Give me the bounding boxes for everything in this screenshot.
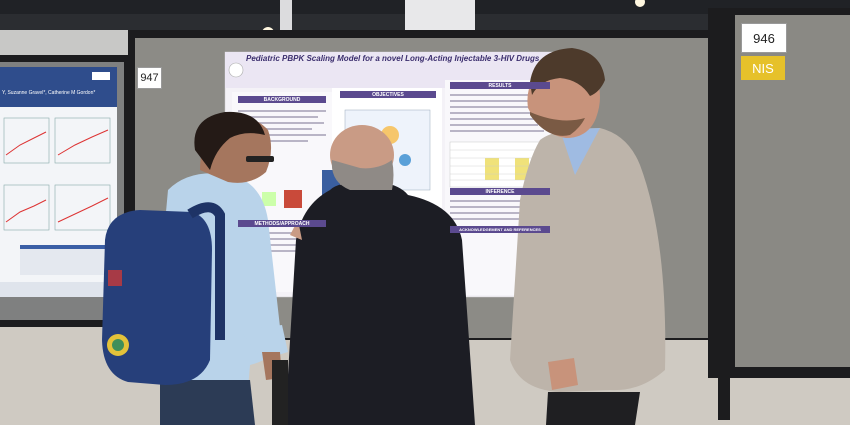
poster-title: Pediatric PBPK Scaling Model for a novel…	[246, 54, 542, 63]
section-acknowledgement: ACKNOWLEDGEMENT AND REFERENCES	[450, 226, 550, 233]
section-results: RESULTS	[450, 82, 550, 89]
booth-number-947: 947	[137, 67, 162, 89]
section-background: BACKGROUND	[238, 96, 326, 103]
left-poster-authors: Y, Suzanne Gravel*, Catherine M Gordon*	[2, 90, 96, 96]
backpack	[102, 202, 225, 385]
person-center	[272, 125, 475, 425]
section-inference: INFERENCE	[450, 188, 550, 195]
booth-number-946: 946	[741, 23, 787, 53]
ceiling-light	[635, 0, 645, 7]
section-methods: METHODS/APPROACH	[238, 220, 326, 227]
section-objectives: OBJECTIVES	[340, 91, 436, 98]
nis-tag: NIS	[741, 56, 785, 80]
pillar	[405, 0, 475, 30]
